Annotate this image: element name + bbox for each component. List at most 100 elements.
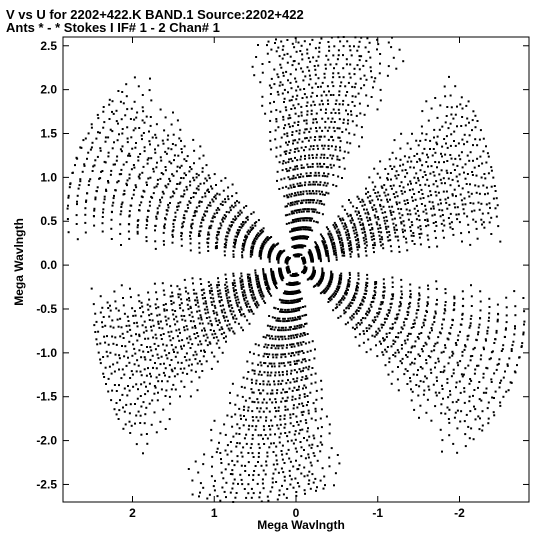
data-point — [284, 338, 287, 340]
data-point — [99, 147, 102, 150]
data-point — [274, 433, 276, 436]
data-point — [207, 233, 209, 236]
data-point — [291, 310, 294, 313]
data-point — [241, 251, 244, 254]
data-point — [293, 46, 296, 49]
data-point — [154, 333, 157, 336]
data-point — [269, 325, 272, 328]
data-point — [285, 496, 288, 499]
data-point — [307, 166, 310, 169]
data-point — [245, 433, 248, 436]
data-point — [348, 199, 350, 201]
data-point — [488, 306, 491, 308]
data-point — [138, 173, 141, 176]
data-point — [370, 325, 373, 328]
data-point — [324, 120, 327, 123]
data-point — [307, 199, 310, 201]
data-point — [427, 335, 430, 338]
data-point — [293, 121, 296, 124]
data-point — [191, 493, 194, 496]
data-point — [449, 332, 452, 335]
data-point — [403, 339, 406, 342]
data-point — [313, 65, 316, 67]
data-point — [451, 178, 454, 181]
data-point — [364, 212, 367, 215]
data-point — [270, 273, 273, 275]
data-point — [92, 303, 95, 306]
data-point — [349, 142, 352, 145]
data-point — [297, 350, 300, 353]
data-point — [328, 45, 331, 48]
data-point — [390, 250, 393, 253]
data-point — [351, 302, 354, 305]
data-point — [389, 185, 392, 187]
data-point — [144, 413, 147, 416]
data-point — [135, 142, 137, 144]
data-point — [125, 364, 128, 367]
data-point — [349, 255, 352, 258]
data-point — [182, 177, 185, 180]
data-point — [216, 313, 219, 316]
data-point — [125, 95, 128, 98]
data-point — [374, 291, 377, 294]
data-point — [367, 191, 370, 194]
data-point — [299, 306, 302, 309]
data-point — [309, 60, 312, 63]
data-point — [90, 126, 93, 129]
data-point — [337, 287, 340, 290]
data-point — [317, 171, 320, 174]
data-point — [340, 81, 343, 84]
data-point — [288, 114, 291, 117]
data-point — [390, 187, 393, 190]
data-point — [308, 181, 311, 184]
data-point — [149, 372, 151, 375]
data-point — [238, 229, 241, 232]
data-point — [325, 286, 328, 289]
data-point — [454, 113, 457, 116]
data-point — [344, 311, 347, 314]
data-point — [134, 127, 137, 130]
data-point — [178, 137, 181, 140]
data-point — [230, 204, 233, 207]
data-point — [324, 247, 327, 250]
data-point — [99, 362, 102, 365]
data-point — [163, 225, 166, 228]
data-point — [162, 240, 165, 243]
data-point — [238, 226, 241, 228]
data-point — [177, 205, 180, 208]
data-point — [522, 331, 525, 334]
data-point — [105, 188, 107, 191]
data-point — [276, 463, 279, 466]
data-point — [329, 283, 332, 286]
data-point — [172, 383, 175, 386]
data-point — [99, 295, 102, 298]
data-point — [379, 238, 382, 241]
data-point — [425, 212, 428, 215]
data-point — [194, 214, 197, 217]
data-point — [479, 290, 482, 293]
data-point — [305, 386, 307, 389]
data-point — [126, 126, 129, 129]
data-point — [450, 106, 453, 109]
data-point — [297, 359, 300, 362]
data-point — [315, 59, 318, 62]
data-point — [288, 140, 290, 143]
data-point — [165, 309, 168, 312]
data-point — [383, 290, 386, 293]
data-point — [456, 180, 459, 183]
data-point — [428, 337, 431, 340]
data-point — [289, 202, 292, 204]
data-point — [83, 163, 86, 166]
data-point — [471, 129, 473, 132]
data-point — [188, 297, 190, 300]
data-point — [304, 492, 306, 495]
data-point — [299, 176, 302, 178]
data-point — [85, 200, 87, 203]
data-point — [225, 235, 228, 238]
data-point — [178, 339, 181, 342]
data-point — [385, 335, 388, 338]
data-point — [293, 325, 296, 328]
data-point — [294, 363, 296, 365]
data-point — [306, 474, 309, 477]
data-point — [323, 203, 326, 206]
